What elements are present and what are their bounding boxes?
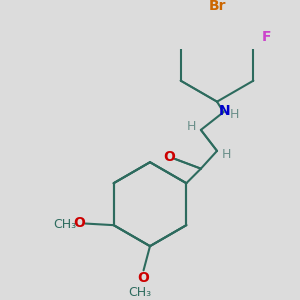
Text: CH₃: CH₃: [128, 286, 151, 298]
Text: O: O: [164, 150, 175, 164]
Text: F: F: [262, 30, 271, 44]
Text: H: H: [222, 148, 231, 160]
Text: H: H: [187, 120, 196, 133]
Text: O: O: [73, 216, 85, 230]
Text: CH₃: CH₃: [53, 218, 76, 231]
Text: Br: Br: [208, 0, 226, 14]
Text: H: H: [230, 108, 239, 121]
Text: O: O: [138, 271, 149, 285]
Text: N: N: [218, 103, 230, 118]
